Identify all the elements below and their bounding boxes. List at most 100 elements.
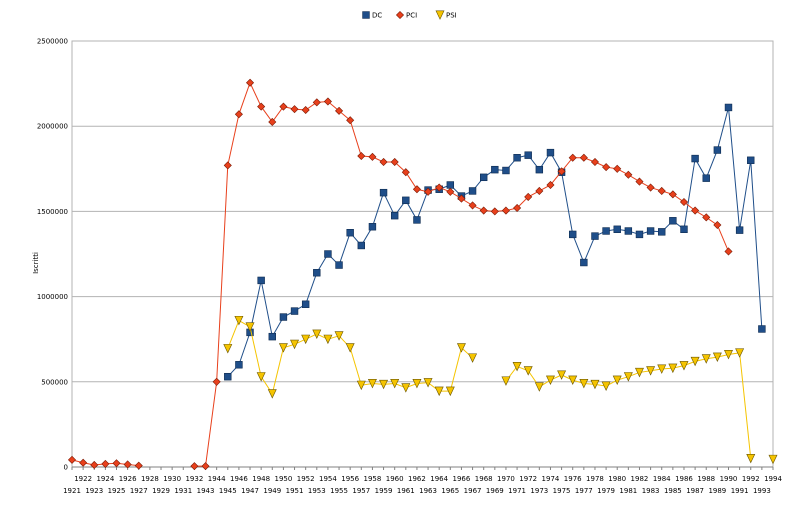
x-tick-label: 1951	[286, 487, 304, 495]
data-point-dc	[613, 225, 621, 233]
data-point-pci	[335, 106, 344, 115]
data-point-pci	[713, 221, 722, 230]
x-tick-label: 1971	[508, 487, 526, 495]
data-point-dc	[257, 276, 265, 285]
data-point-psi	[545, 375, 555, 385]
legend-label-dc: DC	[372, 12, 382, 20]
legend-item-dc: DC	[362, 11, 382, 20]
legend: DC PCI PSI	[362, 10, 457, 20]
x-tick-label: 1980	[608, 475, 626, 483]
data-point-pci	[546, 180, 555, 190]
x-tick-label: 1924	[96, 475, 114, 483]
data-point-psi	[690, 356, 700, 367]
data-point-pci	[724, 247, 733, 256]
data-point-pci	[123, 460, 132, 469]
x-tick-label: 1943	[197, 487, 215, 495]
data-point-psi	[534, 382, 544, 392]
data-point-dc	[268, 332, 276, 341]
legend-item-pci: PCI	[395, 10, 417, 20]
data-point-psi	[445, 386, 455, 397]
data-point-pci	[424, 187, 433, 196]
data-point-pci	[590, 157, 599, 167]
data-point-pci	[268, 117, 277, 126]
data-point-dc	[646, 227, 655, 235]
axes: 0 500000 1000000 1500000 2000000 2500000 1921 1…	[37, 38, 783, 496]
data-point-dc	[368, 223, 377, 231]
data-point-dc	[301, 300, 310, 308]
legend-marker-dc	[362, 11, 370, 19]
x-tick-label: 1948	[252, 475, 270, 483]
data-point-dc	[635, 230, 644, 239]
x-tick-label: 1983	[642, 487, 660, 495]
series-psi	[223, 315, 778, 465]
grid	[71, 40, 774, 468]
plot-frame	[71, 40, 774, 468]
x-tick-label: 1992	[742, 475, 760, 483]
data-point-dc	[747, 156, 755, 164]
data-point-pci	[657, 186, 666, 195]
data-point-psi	[724, 350, 733, 360]
x-tick-label: 1949	[263, 487, 281, 495]
data-point-pci	[702, 213, 711, 222]
data-point-pci	[513, 203, 522, 213]
data-point-pci	[246, 78, 255, 87]
data-point-pci	[290, 105, 299, 114]
data-point-pci	[323, 97, 332, 106]
data-point-psi	[512, 361, 522, 372]
data-point-pci	[90, 460, 99, 469]
data-point-dc	[691, 154, 699, 163]
data-point-pci	[501, 206, 510, 215]
data-point-dc	[390, 211, 399, 220]
x-tick-label: 1946	[230, 475, 248, 483]
x-tick-label: 1964	[430, 475, 448, 483]
x-tick-label: 1986	[675, 475, 693, 483]
data-point-dc	[713, 146, 722, 154]
x-tick-label: 1984	[653, 475, 671, 483]
data-point-pci	[412, 185, 421, 194]
x-tick-label: 1969	[486, 487, 504, 495]
data-point-dc	[235, 361, 243, 369]
data-point-psi	[423, 378, 433, 388]
data-point-psi	[356, 380, 366, 391]
data-point-dc	[491, 165, 499, 174]
series-line-pci	[194, 81, 729, 467]
data-point-pci	[346, 116, 355, 125]
data-point-psi	[234, 315, 244, 326]
data-point-pci	[79, 458, 88, 467]
y-tick-label: 2000000	[37, 123, 68, 131]
x-tick-label: 1963	[419, 487, 437, 495]
data-point-dc	[569, 230, 577, 239]
data-point-pci	[435, 183, 444, 192]
legend-label-psi: PSI	[446, 12, 457, 20]
data-point-pci	[635, 177, 644, 186]
data-point-dc	[724, 103, 733, 112]
data-point-psi	[367, 379, 377, 389]
data-point-psi	[256, 372, 266, 382]
data-point-psi	[557, 370, 567, 380]
y-axis-title: Iscritti	[32, 252, 40, 274]
data-point-psi	[768, 454, 778, 465]
x-tick-label: 1921	[63, 487, 81, 495]
data-point-psi	[301, 334, 311, 345]
x-tick-label: 1966	[453, 475, 471, 483]
data-point-pci	[234, 110, 243, 119]
data-point-psi	[668, 363, 678, 374]
data-point-pci	[468, 201, 477, 210]
x-tick-label: 1959	[375, 487, 393, 495]
data-point-pci	[613, 164, 622, 173]
data-point-psi	[379, 379, 389, 390]
x-tick-label: 1932	[185, 475, 203, 483]
data-point-pci	[602, 163, 611, 172]
x-tick-label: 1985	[664, 487, 682, 495]
x-tick-label: 1961	[397, 487, 415, 495]
x-tick-label: 1952	[297, 475, 315, 483]
x-tick-label: 1974	[542, 475, 560, 483]
data-point-dc	[324, 250, 332, 258]
data-point-pci	[457, 194, 466, 203]
data-point-pci	[401, 168, 410, 177]
data-point-psi	[635, 367, 644, 378]
data-point-psi	[679, 361, 689, 371]
x-tick-label: 1994	[764, 475, 782, 483]
y-tick-label: 0	[64, 464, 68, 472]
data-point-psi	[323, 334, 333, 345]
